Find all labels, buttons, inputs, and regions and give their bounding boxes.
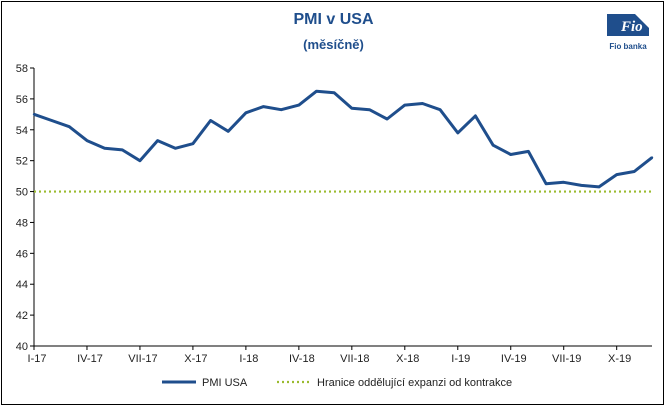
pmi-data-point	[509, 153, 512, 156]
pmi-data-point	[262, 105, 265, 108]
x-tick-label: IV-17	[77, 353, 103, 365]
y-tick-label: 50	[16, 187, 28, 199]
y-tick-label: 58	[16, 63, 28, 75]
pmi-data-point	[138, 159, 142, 162]
pmi-data-point	[68, 125, 71, 128]
pmi-data-point	[615, 173, 618, 176]
pmi-data-point	[50, 119, 53, 122]
y-tick-label: 48	[16, 217, 28, 229]
pmi-data-point	[121, 148, 124, 152]
pmi-data-point	[385, 117, 389, 121]
logo-text: Fio	[620, 19, 643, 35]
pmi-data-point	[156, 139, 159, 142]
y-tick-label: 56	[16, 94, 28, 106]
fio-banka-logo: Fio Fio banka	[607, 14, 649, 51]
x-tick-label: VII-19	[552, 353, 581, 365]
x-tick-label: X-18	[396, 353, 419, 365]
pmi-data-point	[456, 131, 459, 135]
pmi-data-point	[544, 182, 548, 186]
pmi-data-point	[650, 156, 654, 159]
pmi-data-point	[491, 144, 495, 147]
logo-caption: Fio banka	[609, 42, 647, 51]
x-tick-label: VII-18	[340, 353, 369, 365]
legend-label-threshold: Hranice oddělující expanzi od kontrakce	[317, 377, 512, 389]
pmi-data-point	[633, 170, 636, 173]
pmi-data-point	[562, 181, 565, 184]
chart-title: PMI v USA	[293, 11, 374, 28]
pmi-data-point	[191, 142, 195, 145]
pmi-data-point	[332, 91, 336, 94]
y-tick-label: 40	[16, 341, 28, 353]
x-tick-label: I-18	[239, 353, 258, 365]
y-axis: 40 42 44 46 48 50 52 54 56 58	[16, 63, 35, 353]
chart-subtitle: (měsíčně)	[303, 37, 364, 52]
y-tick-label: 46	[16, 248, 28, 260]
y-tick-label: 52	[16, 156, 28, 168]
pmi-data-point	[32, 113, 36, 116]
pmi-data-point	[368, 108, 371, 111]
pmi-data-point	[209, 119, 212, 122]
x-tick-label: IV-18	[289, 353, 315, 365]
pmi-data-point	[174, 147, 177, 150]
x-tick-label: VII-17	[128, 353, 157, 365]
pmi-data-point	[438, 108, 442, 111]
pmi-data-point	[103, 147, 106, 150]
y-tick-label: 44	[16, 279, 28, 291]
pmi-data-point	[474, 114, 477, 118]
legend: PMI USA Hranice oddělující expanzi od kon…	[162, 377, 512, 389]
pmi-data-point	[527, 150, 530, 153]
x-tick-label: X-19	[608, 353, 631, 365]
x-tick-label: X-17	[184, 353, 207, 365]
y-tick-label: 42	[16, 310, 28, 322]
pmi-data-point	[297, 103, 301, 107]
pmi-data-point	[227, 130, 230, 133]
y-tick-label: 54	[16, 125, 28, 137]
pmi-data-point	[403, 103, 406, 107]
x-tick-label: IV-19	[501, 353, 527, 365]
pmi-data-point	[244, 111, 248, 114]
pmi-data-point	[350, 106, 354, 110]
pmi-data-point	[280, 108, 283, 111]
legend-label-pmi: PMI USA	[202, 377, 248, 389]
x-axis: I-17 IV-17 VII-17 X-17 I-18 IV-18 VII-18 X-18 I-…	[28, 345, 652, 365]
pmi-data-point	[315, 89, 318, 93]
x-tick-label: I-19	[451, 353, 470, 365]
pmi-usa-line	[33, 89, 653, 189]
pmi-data-point	[597, 185, 601, 189]
x-tick-label: I-17	[28, 353, 47, 365]
pmi-data-point	[580, 184, 583, 187]
series-layer	[32, 89, 654, 193]
pmi-data-point	[421, 102, 424, 105]
pmi-data-point	[85, 139, 89, 142]
